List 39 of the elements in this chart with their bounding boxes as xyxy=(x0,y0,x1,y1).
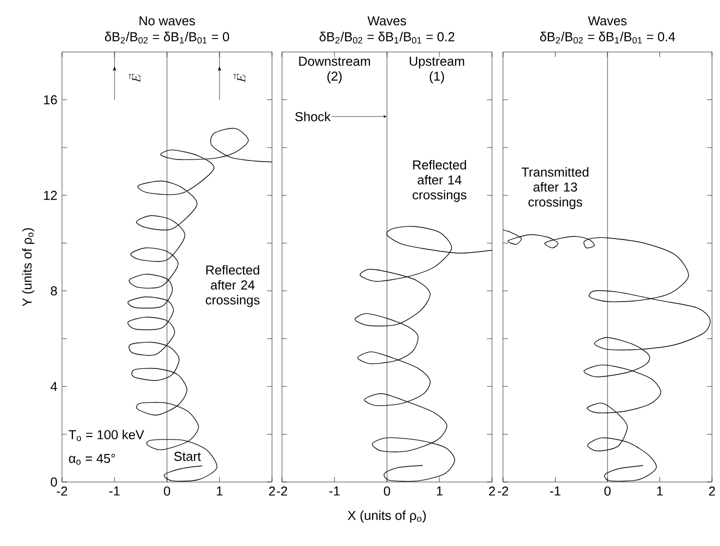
annotation: Start xyxy=(174,452,201,461)
x-tick-label: -2 xyxy=(56,486,68,496)
x-tick-label: 0 xyxy=(164,486,170,496)
y-tick-label: 8 xyxy=(50,286,57,296)
x-tick-label: 0 xyxy=(604,486,611,496)
x-tick-label: -1 xyxy=(329,486,340,496)
x-tick-label: -2 xyxy=(498,486,508,496)
x-tick-label: 2 xyxy=(709,486,715,496)
y-tick-label: 12 xyxy=(44,190,57,200)
x-tick-label: 1 xyxy=(657,486,663,496)
y-tick-label: 16 xyxy=(44,95,57,104)
chart-title: No waves xyxy=(140,16,195,26)
x-tick-label: 2 xyxy=(269,486,275,496)
annotation: Upstream (1) xyxy=(410,56,464,84)
x-tick-label: 2 xyxy=(489,486,495,496)
ref-line-label: Shock xyxy=(295,112,331,122)
annotation: Reflected after 24 crossings xyxy=(206,265,260,308)
y-tick-label: 4 xyxy=(50,382,58,391)
x-tick-label: -1 xyxy=(550,486,560,496)
y-axis-title: Y (units of ρ$_{o}$) xyxy=(22,228,34,306)
annotation: T$_{o}$ = 100 keV xyxy=(68,430,144,442)
chart-title: Waves xyxy=(368,16,406,26)
x-tick-label: 1 xyxy=(436,486,442,496)
text: δB$_{2}$/B$_{02}$ = δB$_{1}$/B$_{01}$ = 0.4 xyxy=(540,32,676,44)
chart-title: Waves xyxy=(588,16,627,26)
y-tick-label: 0 xyxy=(50,477,57,487)
x-tick-label: -2 xyxy=(276,486,288,496)
annotation: Reflected after 14 crossings xyxy=(412,160,466,202)
annotation: $\vec{E}$ xyxy=(128,74,140,82)
x-tick-label: 1 xyxy=(216,486,222,496)
x-axis-title: X (units of ρ$_{o}$) xyxy=(348,510,426,523)
text: δB$_{2}$/B$_{02}$ = δB$_{1}$/B$_{01}$ = 0.2 xyxy=(320,32,454,44)
x-tick-label: 0 xyxy=(384,486,390,496)
annotation: α$_{o}$ = 45° xyxy=(68,454,116,465)
annotation: Transmitted after 13 crossings xyxy=(522,167,588,210)
annotation: $\vec{E}$ xyxy=(234,74,246,82)
x-tick-label: -1 xyxy=(109,486,120,496)
annotation: Downstream (2) xyxy=(299,56,370,84)
text: δB$_{2}$/B$_{02}$ = δB$_{1}$/B$_{01}$ = 0 xyxy=(104,32,230,44)
